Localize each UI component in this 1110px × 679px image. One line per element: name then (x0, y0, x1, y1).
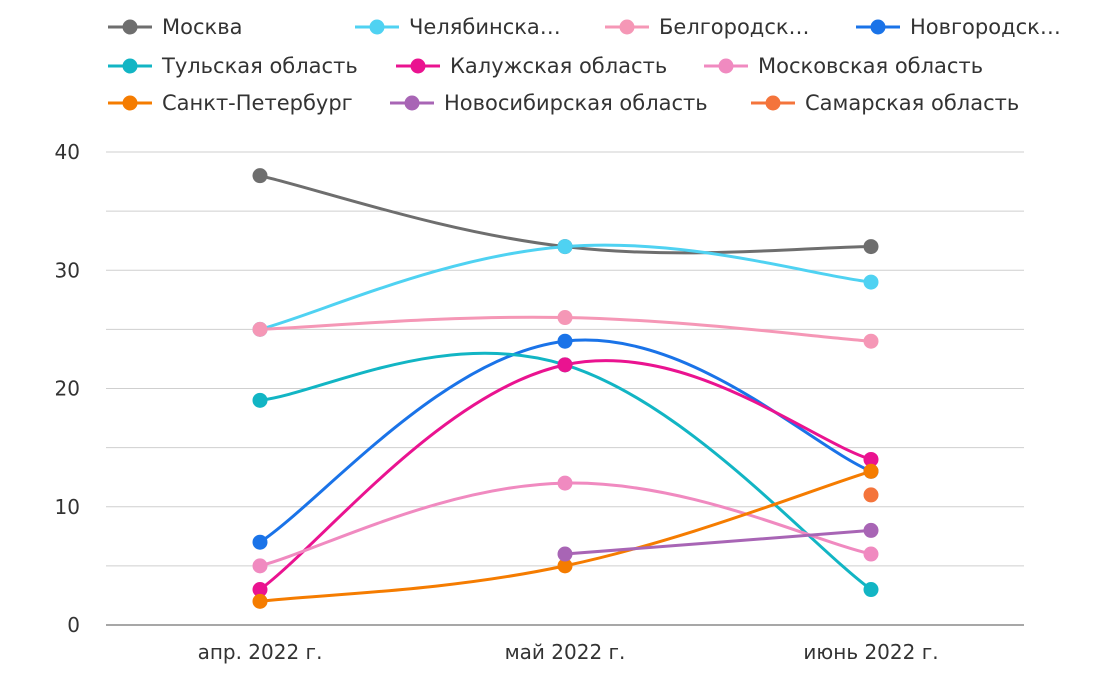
y-tick-label: 30 (55, 258, 80, 282)
legend-swatch-marker (619, 19, 635, 35)
data-point (863, 582, 879, 598)
data-point (863, 487, 879, 503)
legend-label: Белгородск… (659, 15, 810, 39)
legend-swatch-marker (870, 19, 886, 35)
data-point (863, 239, 879, 255)
data-point (863, 274, 879, 290)
legend-swatch-marker (122, 19, 138, 35)
legend-label: Новгородск… (910, 15, 1061, 39)
data-point (557, 475, 573, 491)
y-tick-label: 40 (55, 140, 80, 164)
legend: Москва Челябинска… Белгородск… Новгородск… Т… (108, 15, 1061, 115)
legend-item: Калужская область (396, 54, 667, 78)
legend-item: Новгородск… (856, 15, 1061, 39)
legend-item: Новосибирская область (390, 91, 708, 115)
data-point (252, 582, 268, 598)
legend-item: Москва (108, 15, 242, 39)
data-point (252, 558, 268, 574)
legend-label: Новосибирская область (444, 91, 708, 115)
y-tick-label: 20 (55, 377, 80, 401)
data-point (863, 522, 879, 538)
data-point (557, 239, 573, 255)
y-axis-ticks: 0 10 20 30 40 (55, 140, 80, 637)
legend-item: Самарская область (751, 91, 1019, 115)
data-point (252, 593, 268, 609)
data-point (863, 546, 879, 562)
data-point (252, 392, 268, 408)
legend-swatch-marker (765, 95, 781, 111)
legend-item: Челябинска… (355, 15, 561, 39)
series-line (563, 528, 873, 556)
data-point (863, 333, 879, 349)
y-tick-label: 0 (67, 613, 80, 637)
legend-item: Белгородск… (605, 15, 810, 39)
legend-label: Санкт-Петербург (162, 91, 353, 115)
data-point (252, 168, 268, 184)
legend-label: Тульская область (161, 54, 358, 78)
legend-swatch-marker (410, 58, 426, 74)
data-point (863, 463, 879, 479)
legend-swatch-marker (404, 95, 420, 111)
legend-swatch-marker (122, 58, 138, 74)
legend-item: Санкт-Петербург (108, 91, 353, 115)
legend-label: Челябинска… (409, 15, 561, 39)
data-point (557, 546, 573, 562)
x-axis-ticks: апр. 2022 г. май 2022 г. июнь 2022 г. (198, 640, 939, 664)
legend-label: Калужская область (450, 54, 667, 78)
data-point (557, 558, 573, 574)
legend-swatch-marker (369, 19, 385, 35)
legend-item: Тульская область (108, 54, 358, 78)
legend-swatch-marker (718, 58, 734, 74)
legend-label: Московская область (758, 54, 983, 78)
data-point (252, 534, 268, 550)
data-point (557, 310, 573, 326)
legend-item: Московская область (704, 54, 983, 78)
x-tick-label: июнь 2022 г. (803, 640, 938, 664)
series-points (252, 168, 879, 609)
data-point (557, 333, 573, 349)
legend-swatch-marker (122, 95, 138, 111)
x-tick-label: май 2022 г. (505, 640, 626, 664)
y-tick-label: 10 (55, 495, 80, 519)
data-point (252, 321, 268, 337)
data-point (863, 451, 879, 467)
x-tick-label: апр. 2022 г. (198, 640, 323, 664)
legend-label: Москва (162, 15, 242, 39)
data-point (557, 357, 573, 373)
legend-label: Самарская область (805, 91, 1019, 115)
